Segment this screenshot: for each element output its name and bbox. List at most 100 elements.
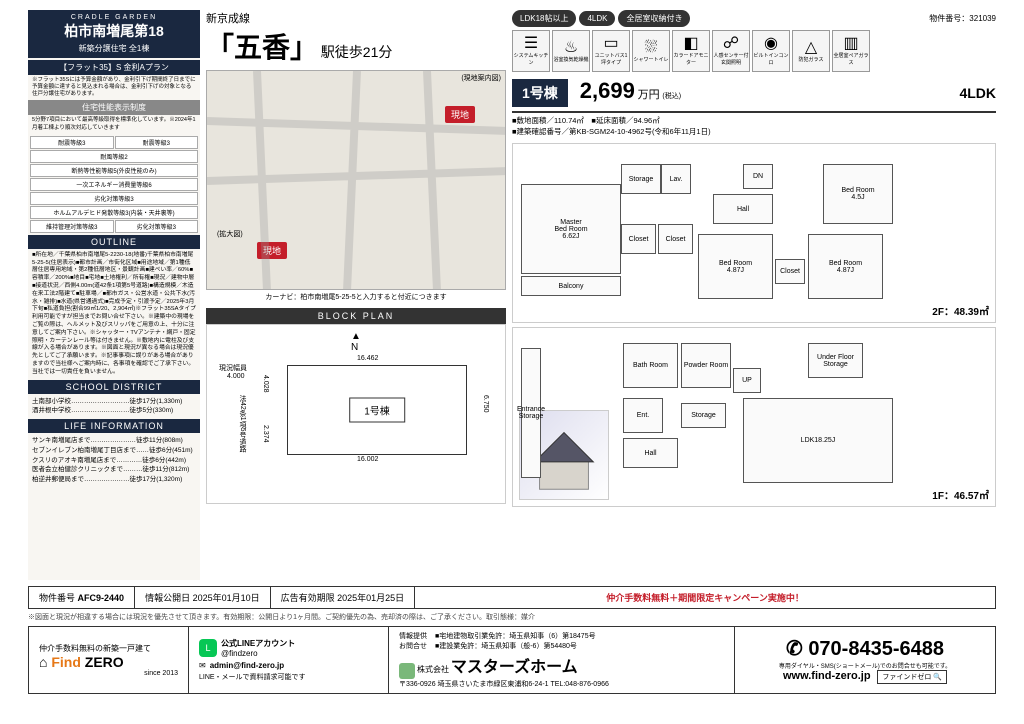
property-subtitle: 新築分譲住宅 全1棟: [30, 43, 198, 54]
cradle-garden-header: CRADLE GARDEN 柏市南増尾第18 新築分譲住宅 全1棟: [28, 10, 200, 58]
room: Storage: [681, 403, 726, 428]
feature-pill: 全居室収納付き: [618, 10, 690, 27]
company-address: 〒336-0926 埼玉県さいたま市緑区東浦和6-24-1 TEL:048-87…: [399, 679, 724, 689]
room: Master Bed Room 6.62J: [521, 184, 621, 274]
block-plan-header: BLOCK PLAN: [206, 308, 506, 324]
feature-pill: 4LDK: [579, 11, 615, 26]
performance-note: 5分野7項目において最高等級取得を標準化しています。※2024年1月着工棟より順…: [28, 115, 200, 133]
location-map: (現地案内図) 現地 現地 (拡大図): [206, 70, 506, 290]
performance-grid: 耐震等級3 耐震等級3 耐風等級2 断熱等性能等級5(外皮性能のみ) 一次エネル…: [28, 134, 200, 235]
campaign-text: 仲介手数料無料＋期間限定キャンペーン実施中！: [415, 587, 995, 608]
unit-meta: ■敷地面積／110.74㎡ ■延床面積／94.96㎡ ■建築確認番号／第KB-S…: [512, 116, 996, 137]
perf-cell: 一次エネルギー消費量等級6: [30, 178, 198, 191]
road-width-current: 現況幅員: [219, 363, 247, 373]
perf-cell: 断熱等性能等級5(外皮性能のみ): [30, 164, 198, 177]
property-id: 物件番号：321039: [929, 13, 996, 24]
center-column: 新京成線 「五香」 駅徒歩21分 (現地案内図) 現地 現地 (拡大図) カーナ…: [206, 10, 506, 580]
floor-plan-1f: 1F：46.57㎡ Entrance Storage Bath RoomPowde…: [512, 327, 996, 507]
info-strip: 物件番号 AFC9-2440 情報公開日 2025年01月10日 広告有効期限 …: [28, 586, 996, 609]
phone-note: 専用ダイヤル・SMS(ショートメール)でのお問合せも可能です。: [745, 661, 985, 670]
room: UP: [733, 368, 761, 393]
north-icon: ▲N: [351, 331, 361, 353]
footer: 仲介手数料無料の新築一戸建て ⌂ Find ZERO since 2013 L …: [28, 626, 996, 694]
fp1-label: 1F：46.57㎡: [932, 487, 989, 502]
room: Hall: [713, 194, 773, 224]
price: 2,699: [580, 78, 635, 103]
unit-badge: 1号棟: [512, 79, 568, 107]
room: DN: [743, 164, 773, 189]
brand-tagline: 仲介手数料無料の新築一戸建て: [39, 643, 178, 654]
amenity-icon: ⛆シャワートイレ: [632, 30, 670, 72]
room: Entrance Storage: [521, 348, 541, 478]
perf-cell: 劣化対策等級3: [30, 192, 198, 205]
floor-plans: 2F：48.39㎡ Master Bed Room 6.62JStorageLa…: [512, 143, 996, 507]
floor-plan-2f: 2F：48.39㎡ Master Bed Room 6.62JStorageLa…: [512, 143, 996, 323]
station-name: 「五香」: [206, 32, 318, 63]
outline-header: OUTLINE: [28, 235, 200, 249]
amenity-icon: ♨浴室換気乾燥機: [552, 30, 590, 72]
company-icon: [399, 663, 415, 679]
perf-cell: 劣化対策等級3: [115, 220, 199, 233]
perf-cell: 維持管理対策等級3: [30, 220, 114, 233]
room: Storage: [621, 164, 661, 194]
perf-cell: ホルムアルデヒド発散等級3(内装・天井裏等): [30, 206, 198, 219]
pub-date: 情報公開日 2025年01月10日: [135, 587, 271, 608]
flat35-note: ※フラット35Sには予算金額があり、金利引下げ期間終了日までに予算金額に達すると…: [28, 75, 200, 100]
amenity-icon: ▭ユニットバス1坪タイプ: [592, 30, 630, 72]
room: Bath Room: [623, 343, 678, 388]
room: Ent.: [623, 398, 663, 433]
map-roads-icon: [207, 71, 505, 289]
feature-row: LDK18帖以上 4LDK 全居室収納付き 物件番号：321039: [512, 10, 996, 27]
ldk-type: 4LDK: [959, 85, 996, 101]
perf-cell: 耐震等級3: [30, 136, 114, 149]
sidebar: CRADLE GARDEN 柏市南増尾第18 新築分譲住宅 全1棟 【フラット3…: [28, 10, 200, 580]
lot-label: 1号棟: [349, 398, 405, 423]
website-url: www.find-zero.jp: [783, 670, 871, 682]
room: Closet: [775, 259, 805, 284]
amenity-icons: ☰システムキッチン♨浴室換気乾燥機▭ユニットバス1坪タイプ⛆シャワートイレ◧カラ…: [512, 30, 996, 72]
room: Bed Room 4.5J: [823, 164, 893, 224]
company-name: マスターズホーム: [451, 659, 578, 676]
school-body: 土南部小学校………………………徒歩17分(1,330m) 酒井根中学校………………: [28, 394, 200, 420]
carnavi-note: カーナビ：柏市南増尾5-25-5と入力すると付近につきます: [206, 292, 506, 302]
line-icon: L: [199, 639, 217, 657]
phone-icon: ✆: [786, 638, 803, 660]
dim-left2: 2.374: [262, 425, 269, 443]
room: Powder Room: [681, 343, 731, 388]
line-label: 公式LINEアカウント: [221, 639, 295, 648]
station-walk: 駅徒歩21分: [321, 44, 393, 60]
lot-outline: 1号棟: [287, 365, 467, 455]
outline-body: ■所在地／千葉県柏市南増尾5-2230-18(地番)千葉県柏市南増尾5-25-5…: [28, 249, 200, 380]
price-tax: (税込): [662, 93, 681, 100]
unit-header: 1号棟 2,699 万円 (税込) 4LDK: [512, 78, 996, 113]
amenity-icon: ◧カラードアモニター: [672, 30, 710, 72]
amenity-icon: ▥全居室ペアガラス: [832, 30, 870, 72]
room: LDK18.25J: [743, 398, 893, 483]
room: Hall: [623, 438, 678, 468]
footer-contact-line: L 公式LINEアカウント@findzero ✉ admin@find-zero…: [189, 627, 389, 693]
flat35-header: 【フラット35】S 金利Aプラン: [28, 60, 200, 75]
property-title: 柏市南増尾第18: [30, 21, 198, 41]
room: Bed Room 4.87J: [698, 234, 773, 299]
perf-cell: 耐風等級2: [30, 150, 198, 163]
dim-top: 16.462: [357, 355, 378, 362]
room: Closet: [621, 224, 656, 254]
email: admin@find-zero.jp: [210, 661, 284, 670]
amenity-icon: △防犯ガラス: [792, 30, 830, 72]
line-id: @findzero: [221, 649, 258, 658]
footer-company: 情報提供 お問合せ ■宅地建物取引業免許：埼玉県知事（6）第18475号 ■建設…: [389, 627, 735, 693]
school-header: SCHOOL DISTRICT: [28, 380, 200, 394]
room: Lav.: [661, 164, 691, 194]
exp-date: 広告有効期限 2025年01月25日: [271, 587, 416, 608]
dim-right: 6.750: [482, 395, 489, 413]
email-icon: ✉: [199, 661, 206, 670]
licenses: ■宅地建物取引業免許：埼玉県知事（6）第18475号 ■建設業免許：埼玉県知事（…: [435, 631, 596, 651]
findzero-logo: ⌂ Find ZERO: [39, 654, 178, 670]
performance-header: 住宅性能表示制度: [28, 100, 200, 115]
amenity-icon: ☍人感センサー付玄関照明: [712, 30, 750, 72]
room: Balcony: [521, 276, 621, 296]
amenity-icon: ◉ビルトインコンロ: [752, 30, 790, 72]
contact-note: LINE・メールで資料請求可能です: [199, 672, 378, 682]
footer-brand: 仲介手数料無料の新築一戸建て ⌂ Find ZERO since 2013: [29, 627, 189, 693]
train-line: 新京成線: [206, 10, 506, 26]
